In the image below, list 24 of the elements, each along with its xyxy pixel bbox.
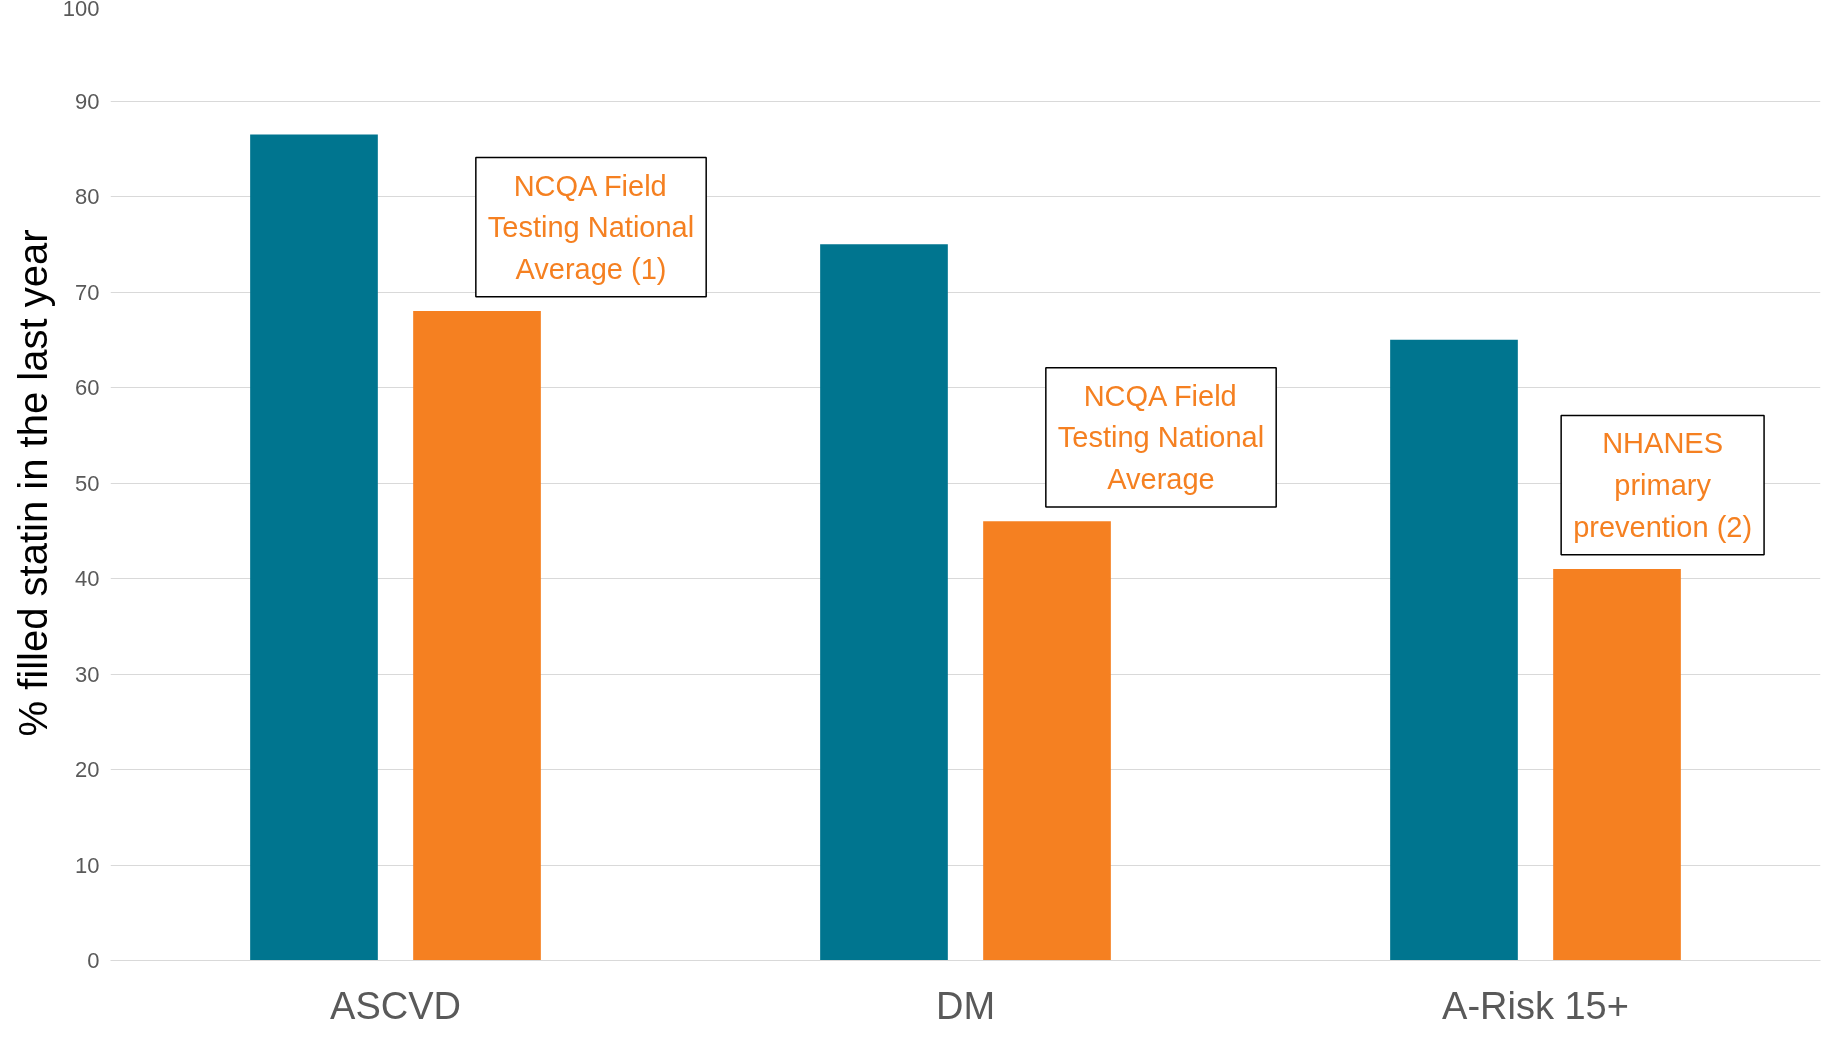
y-tick-label: 80 xyxy=(75,184,100,209)
y-tick-label: 10 xyxy=(75,852,100,878)
annotation: NCQA Field Testing National Average (1) xyxy=(487,169,695,285)
y-tick-label: 90 xyxy=(75,88,100,114)
annotation: NCQA Field Testing National Average xyxy=(1057,379,1265,495)
bar xyxy=(250,134,378,961)
bar xyxy=(1390,339,1518,961)
x-tick-label: A-Risk 15+ xyxy=(1442,984,1629,1027)
x-tick-label: DM xyxy=(935,984,996,1027)
y-tick-label: 30 xyxy=(75,661,100,687)
bar xyxy=(820,244,948,961)
y-tick-label: 60 xyxy=(75,375,100,400)
y-axis-title: % filled statin in the last year xyxy=(10,229,55,737)
annotation: NHANES primary prevention (2) xyxy=(1573,427,1753,543)
bar xyxy=(1553,568,1681,961)
y-tick-label: 70 xyxy=(75,279,100,305)
y-tick-label: 100 xyxy=(62,0,100,21)
bar xyxy=(413,311,541,961)
x-tick-label: ASCVD xyxy=(330,984,461,1027)
y-tick-label: 50 xyxy=(75,470,100,496)
bar xyxy=(983,521,1111,961)
y-tick-label: 20 xyxy=(75,757,100,782)
y-tick-label: 40 xyxy=(75,566,100,591)
y-tick-label: 0 xyxy=(87,948,100,973)
